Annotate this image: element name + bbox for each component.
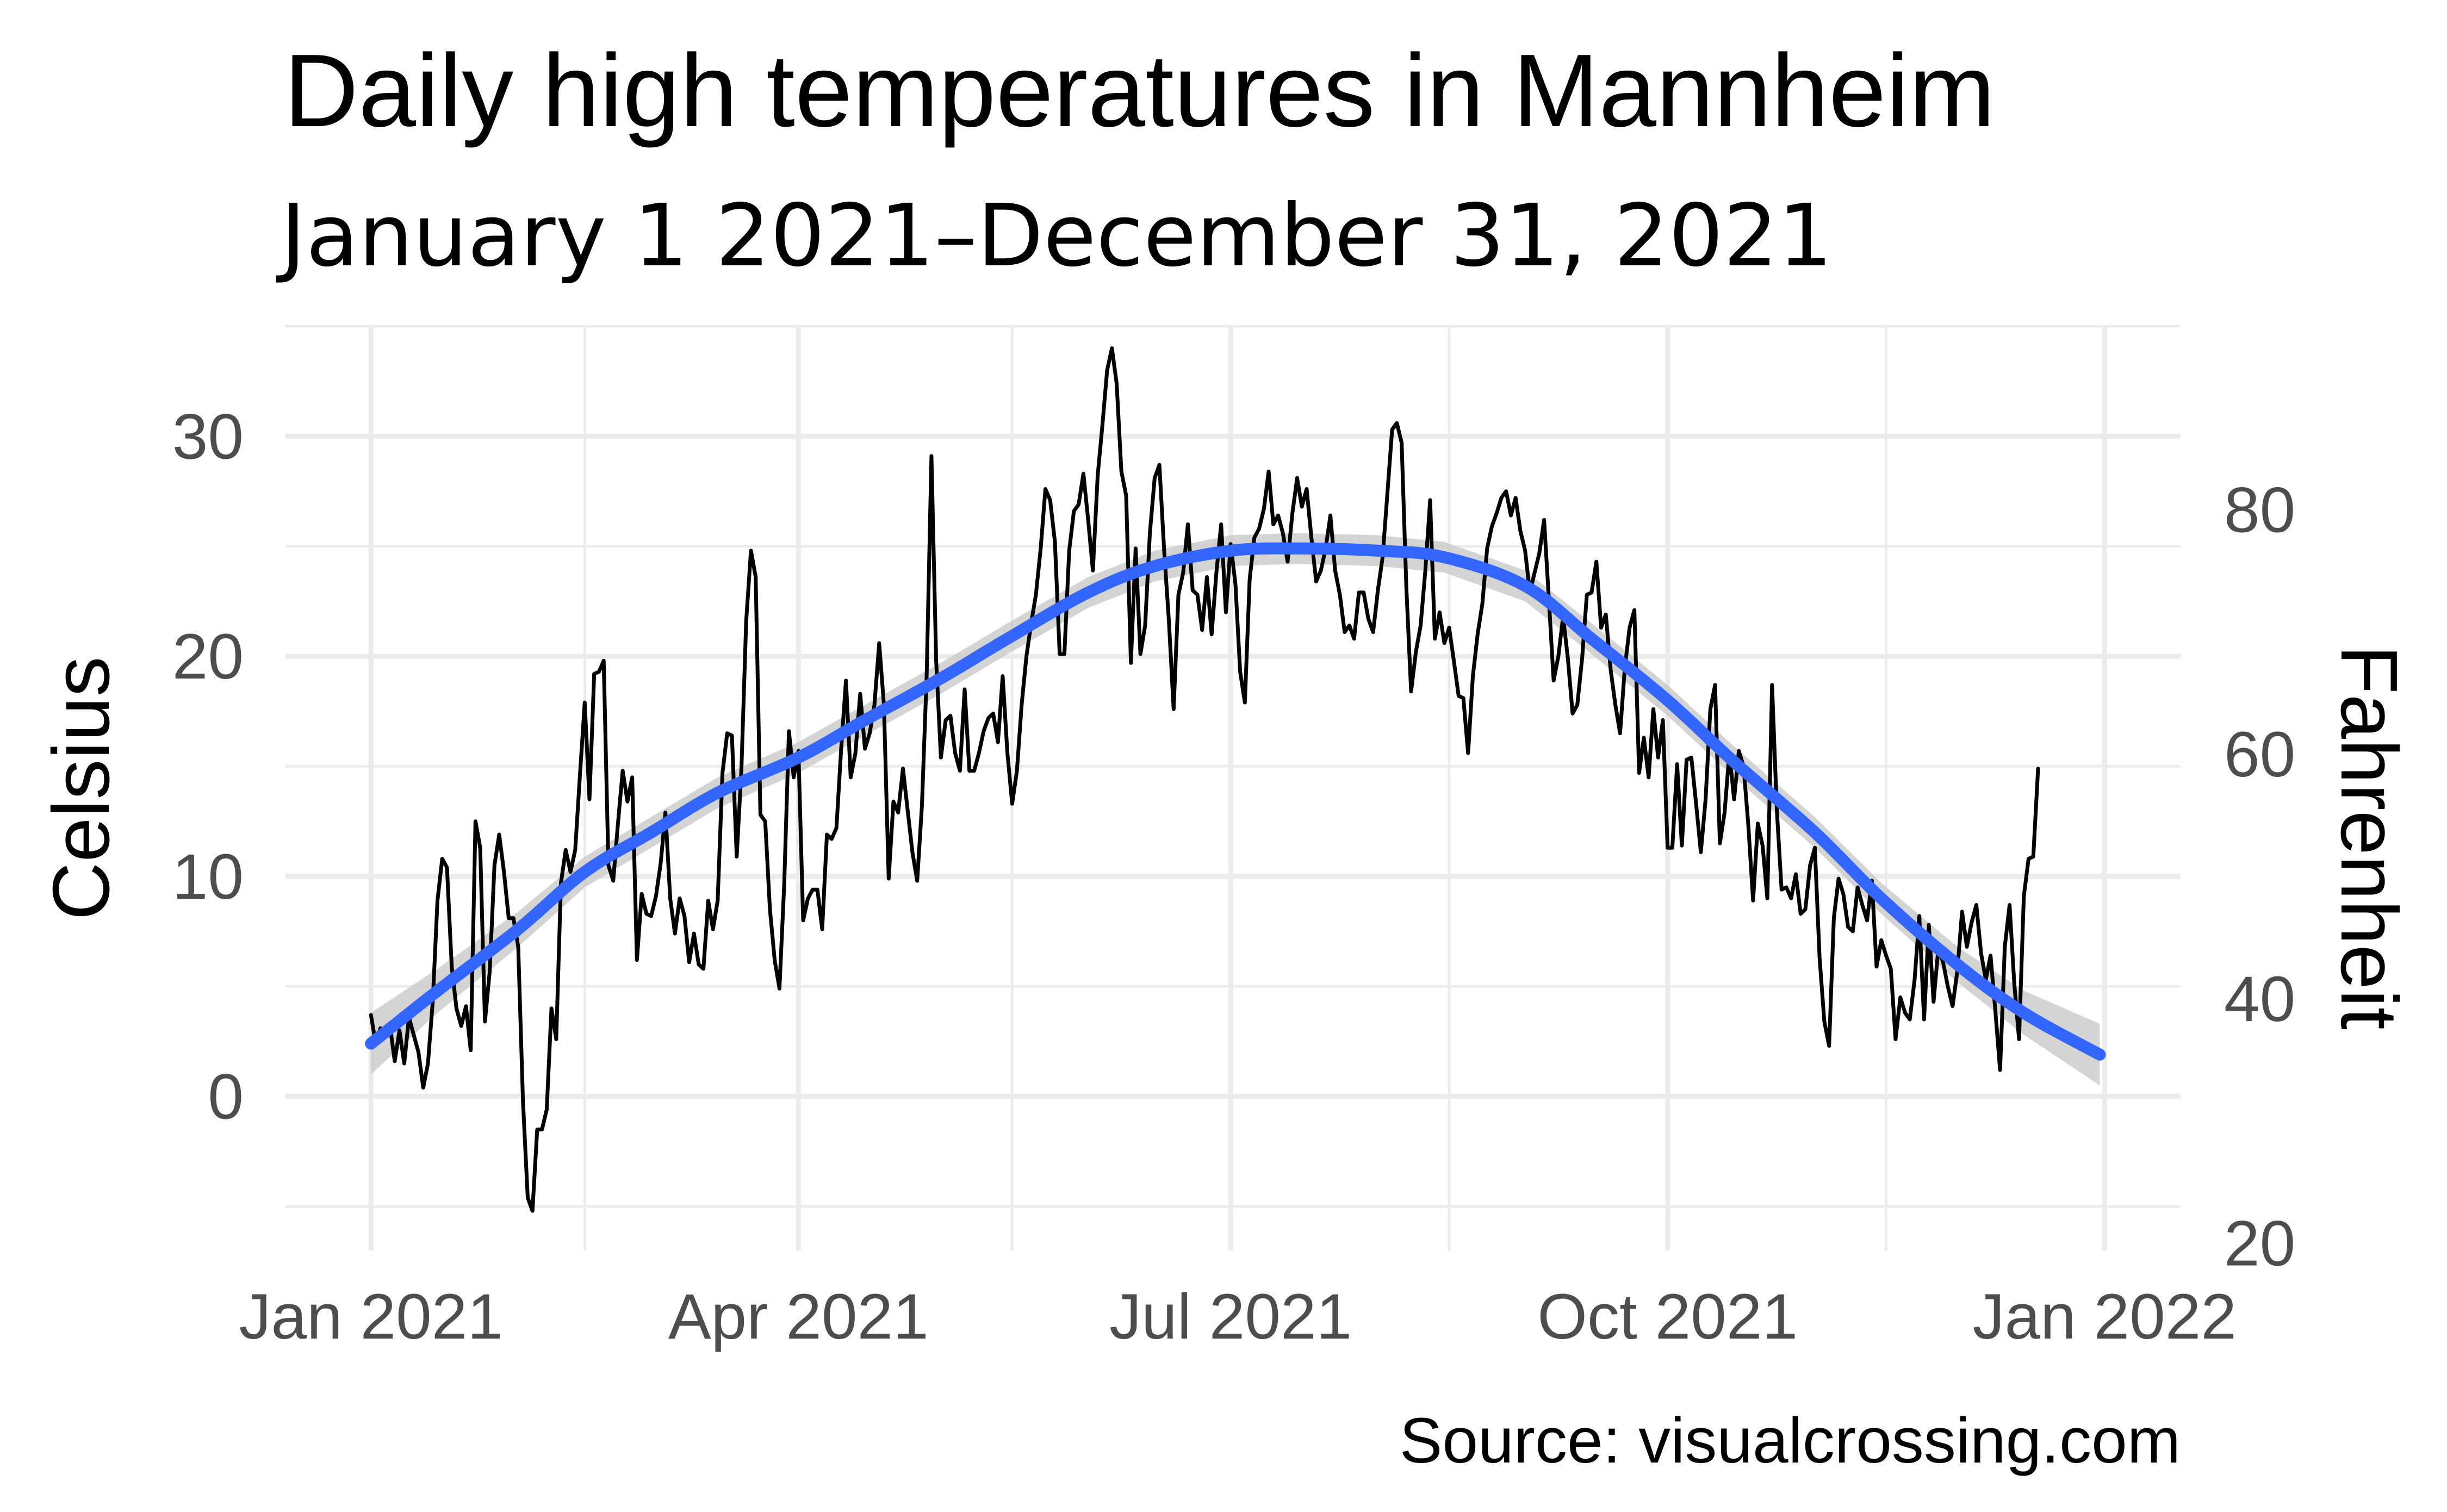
tick-labels: 0 10 20 30 20 40 60 80 Jan 2021 Apr 2021 Jul 2021 O… (172, 401, 2296, 1353)
smoothed-trend-line (365, 542, 2106, 1061)
x-tick-label: Jan 2022 (1972, 1281, 2237, 1353)
smooth-line-layer (365, 542, 2106, 1061)
y-axis-title-right: Fahrenheit (2324, 645, 2414, 1030)
daily-temperature-line (369, 346, 2040, 1213)
chart-subtitle: January 1 2021–December 31, 2021 (276, 186, 1833, 286)
x-tick-label: Oct 2021 (1537, 1281, 1798, 1353)
y-tick-label-right: 60 (2224, 719, 2295, 791)
chart-caption: Source: visualcrossing.com (1400, 1405, 2181, 1477)
y-tick-label-left: 0 (208, 1061, 244, 1133)
y-tick-label-right: 80 (2224, 474, 2295, 546)
x-tick-label: Jan 2021 (239, 1281, 503, 1353)
y-tick-label-right: 40 (2224, 963, 2295, 1035)
grid (285, 325, 2181, 1250)
y-axis-title-left: Celsius (36, 656, 126, 920)
x-tick-label: Jul 2021 (1109, 1281, 1352, 1353)
x-tick-label: Apr 2021 (668, 1281, 929, 1353)
y-tick-label-left: 30 (172, 401, 244, 472)
y-tick-label-left: 20 (172, 621, 244, 693)
chart-title: Daily high temperatures in Mannheim (284, 33, 1995, 148)
y-tick-label-left: 10 (172, 841, 244, 913)
daily-line-layer (369, 346, 2040, 1213)
y-tick-label-right: 20 (2224, 1208, 2295, 1280)
